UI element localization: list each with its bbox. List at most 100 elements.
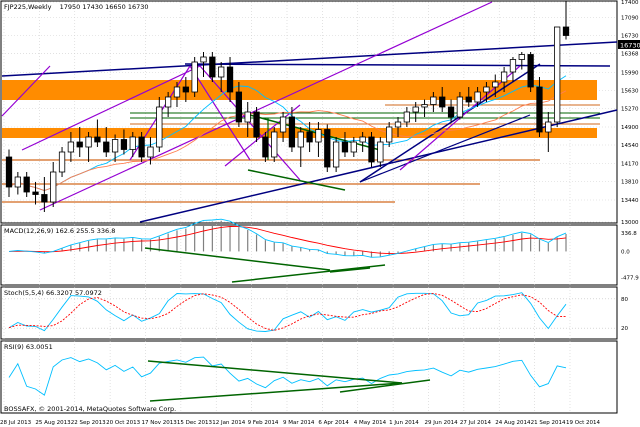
candle-12 <box>111 134 119 162</box>
candle-body-39 <box>350 141 357 153</box>
candle-body-51 <box>456 96 464 118</box>
price-tick-0: 13000 <box>621 220 639 226</box>
candle-body-5 <box>50 171 57 203</box>
candle-9 <box>85 132 92 162</box>
candle-body-20 <box>182 86 189 93</box>
candle-body-2 <box>23 176 30 193</box>
candle-40 <box>359 132 366 152</box>
candle-17 <box>156 97 163 152</box>
candle-58 <box>518 52 525 70</box>
candle-body-54 <box>483 86 490 93</box>
candle-body-32 <box>288 116 296 148</box>
candle-38 <box>341 132 349 157</box>
candle-body-28 <box>253 111 260 138</box>
candle-body-47 <box>421 104 428 108</box>
candle-11 <box>103 127 110 157</box>
candle-body-15 <box>138 136 145 158</box>
candle-23 <box>209 52 216 82</box>
candle-39 <box>350 137 357 157</box>
main-header: FJP225,Weekly 17950 17430 16650 16730 <box>4 3 149 11</box>
time-tick-6: 12 Jan 2014 <box>212 420 245 426</box>
last-price-label: 16730 <box>620 42 640 50</box>
candle-body-61 <box>545 121 552 133</box>
rsi-line <box>8 356 567 396</box>
candle-body-6 <box>58 151 66 173</box>
gridlines <box>2 1 616 412</box>
macd-tick-2: -477.9 <box>621 275 639 281</box>
candle-1 <box>14 172 21 195</box>
stoch-tick-0: 80 <box>621 297 628 303</box>
triangle-lower <box>247 169 346 191</box>
candle-15 <box>138 132 145 162</box>
price-tick-2: 13810 <box>621 180 639 186</box>
candle-body-45 <box>403 111 410 123</box>
candle-body-50 <box>447 106 455 118</box>
candle-body-48 <box>430 96 437 105</box>
candle-0 <box>5 149 13 197</box>
candle-body-4 <box>41 194 48 203</box>
candle-51 <box>456 92 464 120</box>
time-tick-14: 24 Aug 2014 <box>495 420 531 426</box>
candle-body-7 <box>67 141 75 153</box>
candle-7 <box>67 132 75 162</box>
candle-36 <box>324 124 331 172</box>
stoch-k-line <box>8 292 567 332</box>
ma-slow-line <box>8 90 567 191</box>
candle-5 <box>50 162 57 207</box>
macd-divergence-3 <box>329 267 371 273</box>
channel-line-2 <box>21 65 201 151</box>
macd-panel-frame <box>0 224 618 286</box>
price-axis: 13000 13440 13810 14170 14540 14900 15270 15630… <box>621 0 639 226</box>
candle-body-22 <box>200 56 207 63</box>
candle-61 <box>545 112 552 152</box>
time-tick-8: 9 Mar 2014 <box>283 420 315 426</box>
main-panel-frame <box>0 0 618 224</box>
price-tick-4: 14540 <box>621 143 639 149</box>
ohlc-label: 17950 17430 16650 16730 <box>60 3 149 11</box>
candles <box>5 0 570 212</box>
candle-49 <box>439 87 446 112</box>
trend-line-mid <box>184 63 611 67</box>
symbol-label: FJP225,Weekly <box>4 3 52 11</box>
candle-body-14 <box>129 136 136 150</box>
rsi-panel-frame <box>0 340 618 414</box>
candle-body-18 <box>165 96 172 108</box>
time-tick-11: 1 Jun 2014 <box>389 420 419 426</box>
stoch-d-line <box>8 293 567 331</box>
candle-26 <box>235 82 243 127</box>
candle-52 <box>465 87 472 107</box>
last-price-box <box>618 40 640 49</box>
candle-22 <box>200 52 207 77</box>
time-tick-12: 29 Jun 2014 <box>425 420 459 426</box>
candle-body-31 <box>279 116 287 133</box>
channel-line-5 <box>189 65 251 161</box>
candle-body-38 <box>341 141 349 153</box>
candle-46 <box>412 102 419 122</box>
candle-body-40 <box>359 136 366 143</box>
candle-45 <box>403 107 410 127</box>
macd-divergence-2 <box>231 264 386 283</box>
candle-body-36 <box>324 129 331 168</box>
candle-body-57 <box>509 59 517 73</box>
candle-body-58 <box>518 54 525 60</box>
candle-19 <box>173 82 181 107</box>
candle-50 <box>447 99 455 122</box>
candle-53 <box>474 87 481 107</box>
ma-fast-line <box>8 75 567 191</box>
candle-body-34 <box>306 131 313 143</box>
time-axis: 28 Jul 2013 25 Aug 2013 22 Sep 2013 20 Oct … <box>0 420 601 426</box>
candle-33 <box>297 127 304 167</box>
candle-59 <box>527 52 534 92</box>
channel-line-3 <box>1 65 51 117</box>
candle-47 <box>421 99 428 117</box>
candle-body-59 <box>527 54 534 88</box>
candle-2 <box>23 172 30 197</box>
candle-body-41 <box>368 136 375 163</box>
candle-body-12 <box>111 139 119 153</box>
price-tick-12: 17400 <box>621 0 639 6</box>
candle-body-1 <box>14 176 21 188</box>
triangle-upper <box>249 114 381 151</box>
copyright-label: BOSSAFX, © 2001-2014, MetaQuotes Softwar… <box>4 405 176 413</box>
